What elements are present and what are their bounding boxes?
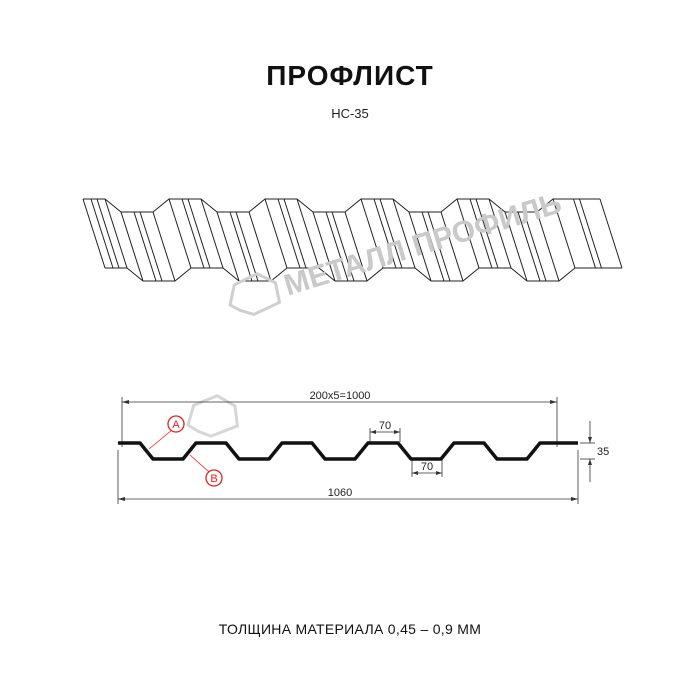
perspective-stiffener-line (579, 198, 602, 269)
perspective-fold-line (456, 198, 480, 269)
perspective-fold-line (152, 211, 176, 282)
perspective-stiffener-line (96, 198, 120, 269)
marker-b-label: B (210, 473, 217, 485)
perspective-stiffener-line (517, 211, 541, 282)
perspective-stiffener-line (283, 198, 307, 269)
perspective-stiffener-line (379, 198, 403, 269)
perspective-fold-line (536, 211, 560, 282)
profile-cross-section (118, 441, 578, 461)
dimension-lines (117, 397, 595, 504)
perspective-fold-line (168, 198, 192, 269)
perspective-stiffener-line (139, 211, 163, 282)
perspective-stiffener-line (421, 211, 445, 282)
perspective-stiffener-line (229, 211, 253, 282)
model-label: НС-35 (331, 106, 369, 121)
perspective-fold-line (104, 198, 128, 269)
perspective-fold-line (344, 211, 368, 282)
perspective-fold-line (216, 211, 240, 282)
perspective-stiffener-line (469, 198, 493, 269)
perspective-stiffener-line (187, 198, 211, 269)
dim-width-label: 1060 (328, 487, 352, 499)
perspective-fold-line (408, 211, 432, 282)
perspective-fold-line (200, 198, 224, 269)
perspective-stiffener-line (235, 211, 259, 282)
perspective-stiffener-line (90, 198, 114, 269)
dim-pitch-label: 200x5=1000 (310, 390, 371, 402)
perspective-fold-line (392, 198, 416, 269)
perspective-fold-line (248, 211, 272, 282)
perspective-fold-line (552, 198, 576, 269)
perspective-fold-line (488, 198, 512, 269)
perspective-stiffener-line (181, 198, 205, 269)
perspective-stiffener-line (277, 198, 301, 269)
perspective-stiffener-line (427, 211, 451, 282)
marker-a-label: A (172, 419, 180, 431)
perspective-stiffener-line (475, 198, 499, 269)
perspective-stiffener-line (373, 198, 397, 269)
perspective-stiffener-line (331, 211, 355, 282)
perspective-fold-line (440, 211, 464, 282)
perspective-fold-line (504, 211, 528, 282)
perspective-bottom-edge (105, 267, 622, 282)
perspective-fold-line (82, 198, 106, 269)
perspective-top-edge (83, 198, 600, 213)
perspective-fold-line (120, 211, 144, 282)
perspective-stiffener-line (133, 211, 157, 282)
perspective-stiffener-line (325, 211, 349, 282)
dim-bottom-flat-label: 70 (421, 461, 433, 473)
marker-a (148, 415, 185, 450)
perspective-fold-line (599, 198, 623, 269)
perspective-fold-line (296, 198, 320, 269)
profile-perspective-view (82, 198, 623, 282)
perspective-fold-line (360, 198, 384, 269)
page-title: ПРОФЛИСТ (266, 60, 434, 91)
watermark-logo-2 (186, 394, 240, 438)
perspective-fold-line (312, 211, 336, 282)
perspective-stiffener-line (573, 198, 596, 269)
dim-top-flat-label: 70 (379, 420, 391, 432)
perspective-fold-line (264, 198, 288, 269)
dim-height-label: 35 (597, 446, 609, 458)
perspective-stiffener-line (523, 211, 547, 282)
marker-b (189, 454, 223, 487)
material-thickness-note: ТОЛЩИНА МАТЕРИАЛА 0,45 – 0,9 ММ (218, 621, 482, 637)
